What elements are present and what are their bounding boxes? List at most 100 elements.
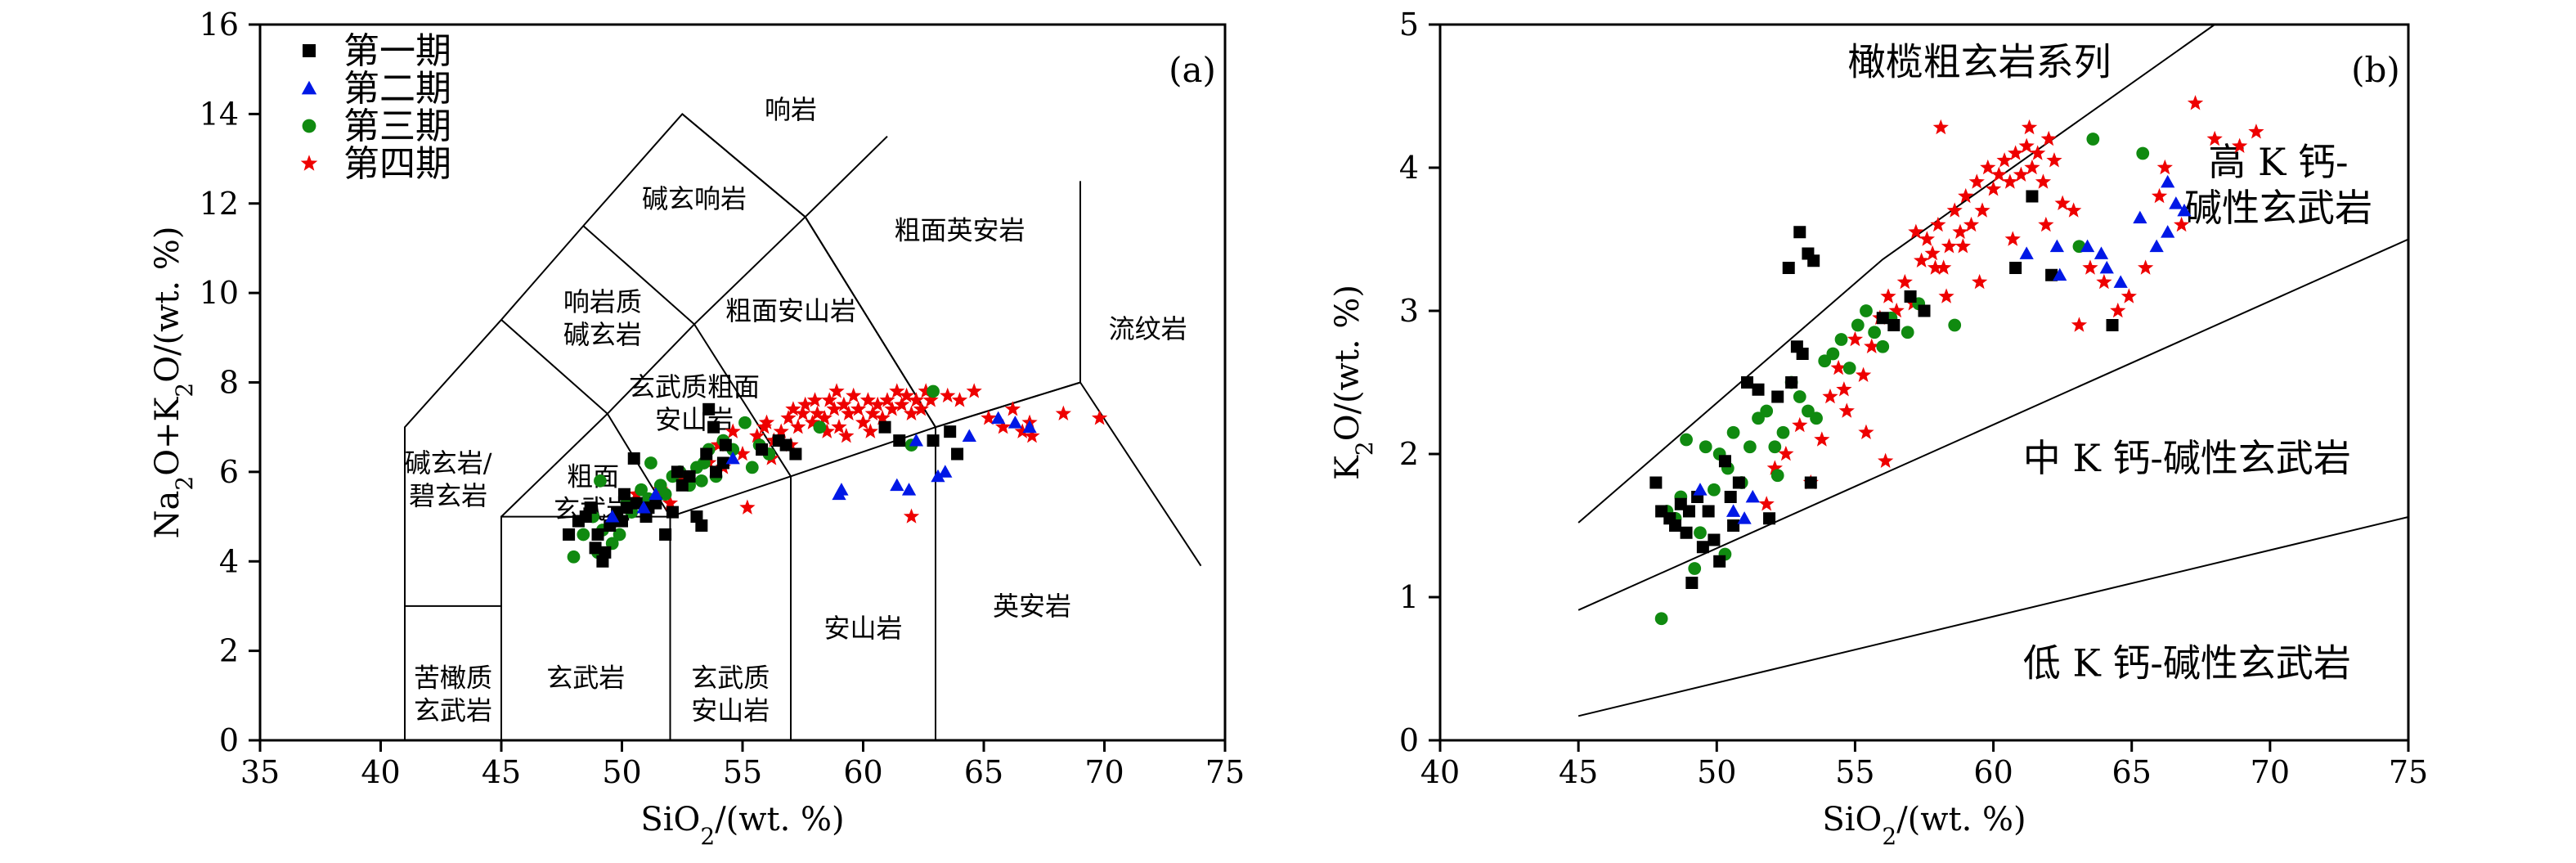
data-point-star <box>1878 452 1894 468</box>
data-point-circle <box>1760 404 1774 418</box>
data-point-star <box>2035 173 2052 189</box>
x-tick-label: 50 <box>602 754 641 790</box>
data-point-square <box>666 506 679 519</box>
y-tick-label: 12 <box>200 186 239 222</box>
data-point-star <box>1792 416 1808 433</box>
data-point-square <box>1785 376 1798 389</box>
region-label: 英安岩 <box>993 591 1071 622</box>
data-point-circle <box>1851 318 1865 332</box>
data-point-square <box>659 528 672 541</box>
data-point-star <box>2156 159 2173 175</box>
y-axis-label: K2O/(wt. %) <box>1329 285 1378 480</box>
region-label: 安山岩 <box>824 613 902 644</box>
data-point-square <box>1887 319 1901 331</box>
data-point-square <box>2026 190 2039 203</box>
data-point-square <box>1804 476 1817 489</box>
data-point-star <box>1996 152 2013 168</box>
data-point-square <box>1702 505 1715 518</box>
data-point-star <box>804 414 821 429</box>
region-label: 玄武质安山岩 <box>691 662 770 726</box>
data-point-triangle <box>2169 196 2183 209</box>
x-tick-label: 40 <box>1420 754 1460 790</box>
x-tick-label: 60 <box>1973 754 2013 790</box>
data-point-star <box>1927 259 1944 275</box>
data-point-square <box>1782 262 1795 274</box>
data-point-triangle <box>725 451 740 465</box>
data-point-star <box>809 405 826 420</box>
data-point-square <box>1904 290 1917 303</box>
data-point-circle <box>1688 562 1702 575</box>
data-point-circle <box>1654 612 1668 626</box>
y-tick-label: 6 <box>219 454 239 490</box>
data-point-star <box>2120 288 2137 303</box>
data-point-circle <box>577 528 590 542</box>
data-point-circle <box>745 461 759 474</box>
data-point-square <box>617 488 631 501</box>
data-point-star <box>828 383 845 398</box>
data-point-square <box>927 434 940 447</box>
data-point-star <box>1938 288 1954 303</box>
data-point-circle <box>1726 425 1740 439</box>
data-point-square <box>589 542 602 555</box>
data-point-star <box>780 410 797 425</box>
data-point-star <box>1941 238 1958 254</box>
x-tick-label: 40 <box>361 754 400 790</box>
data-point-star <box>1919 231 1936 246</box>
data-point-circle <box>1834 333 1848 346</box>
legend-marker-circle <box>302 119 316 133</box>
data-point-star <box>749 428 765 443</box>
data-point-square <box>1763 512 1776 525</box>
data-point-triangle <box>991 411 1006 425</box>
data-point-star <box>846 387 862 403</box>
region-label: 粗面英安岩 <box>894 215 1025 246</box>
data-point-circle <box>1680 433 1693 447</box>
data-point-triangle <box>1726 504 1741 517</box>
boundary-line <box>681 113 936 428</box>
data-point-triangle <box>901 483 917 496</box>
data-point-star <box>2054 195 2071 210</box>
field-boundaries <box>404 113 1202 740</box>
data-point-circle <box>1699 440 1712 454</box>
data-point-square <box>700 447 713 461</box>
data-point-triangle <box>938 465 953 478</box>
data-point-circle <box>1826 347 1840 361</box>
data-point-square <box>779 438 792 452</box>
data-point-square <box>1740 376 1753 389</box>
data-point-star <box>1014 423 1030 438</box>
data-point-triangle <box>605 509 620 523</box>
data-point-star <box>773 423 789 438</box>
data-point-star <box>790 419 806 434</box>
data-point-star <box>864 405 881 420</box>
data-point-square <box>683 470 696 483</box>
data-point-square <box>1918 304 1931 317</box>
y-tick-label: 4 <box>219 543 239 579</box>
data-point-star <box>1766 460 1783 475</box>
data-point-triangle <box>2177 203 2192 217</box>
region-label: 橄榄粗玄岩系列 <box>1848 39 2112 83</box>
data-point-star <box>2066 202 2082 218</box>
data-point-circle <box>1793 390 1806 403</box>
x-tick-label: 45 <box>482 754 521 790</box>
data-point-star <box>908 392 925 407</box>
data-point-square <box>2009 262 2022 274</box>
x-tick-label: 45 <box>1559 754 1598 790</box>
data-point-circle <box>1842 362 1856 375</box>
data-point-circle <box>1860 304 1873 317</box>
data-point-star <box>1024 428 1040 443</box>
legend-marker-triangle <box>301 80 317 95</box>
data-point-triangle <box>2053 267 2067 281</box>
legend-label: 第二期 <box>343 68 451 110</box>
data-point-square <box>1685 577 1699 589</box>
data-point-square <box>719 438 732 452</box>
x-axis-label: SiO2/(wt. %) <box>640 801 844 850</box>
data-point-circle <box>813 420 827 434</box>
data-point-circle <box>644 456 657 470</box>
data-point-square <box>591 528 604 541</box>
data-point-square <box>1807 254 1820 267</box>
data-point-star <box>855 414 872 429</box>
data-point-star <box>2030 145 2046 160</box>
data-point-star <box>821 392 837 407</box>
data-point-star <box>1974 202 1990 218</box>
